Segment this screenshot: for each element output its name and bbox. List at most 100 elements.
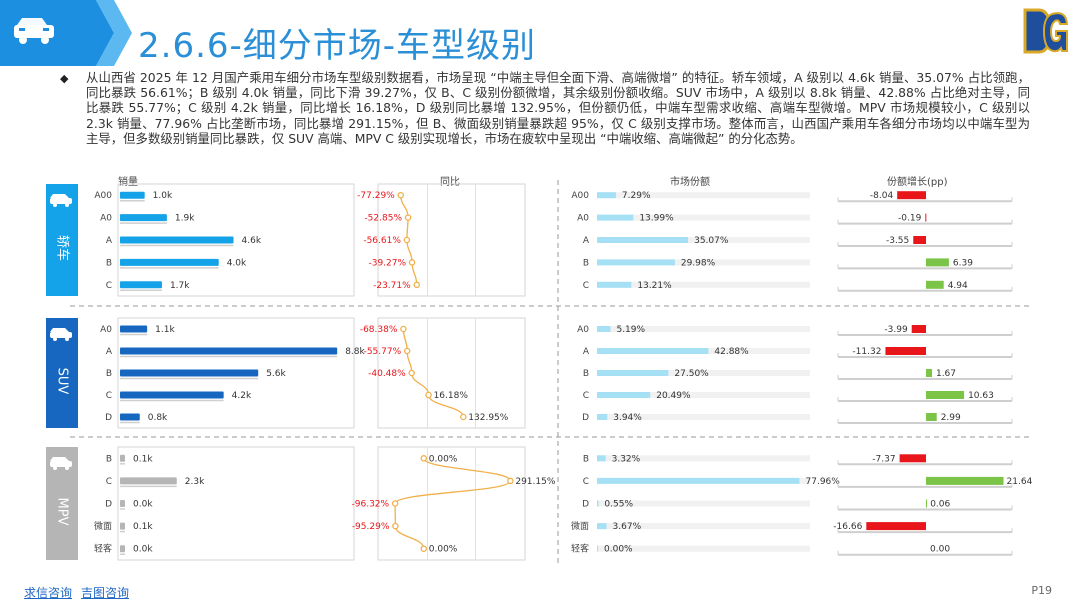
yoy-point	[507, 477, 514, 485]
share-bar	[597, 214, 634, 221]
share-category-label: D	[582, 413, 589, 423]
yoy-point	[460, 413, 467, 421]
sales-value-label: 4.0k	[227, 258, 247, 268]
share-growth-label: -7.37	[872, 454, 895, 464]
share-category-label: C	[583, 477, 589, 487]
share-growth-bar	[866, 522, 926, 531]
share-growth-label: 4.94	[948, 281, 968, 291]
share-growth-label: 2.99	[941, 413, 961, 423]
share-category-label: 轻客	[571, 543, 589, 555]
yoy-value-label: -96.32%	[352, 500, 390, 510]
sales-value-label: 2.3k	[185, 477, 205, 487]
share-category-label: 微面	[571, 520, 589, 532]
footer-link-jitu[interactable]: 吉图咨询	[81, 586, 130, 600]
segment-car-icon	[50, 457, 72, 470]
sales-value-label: 1.0k	[153, 191, 173, 201]
sales-category-label: A	[106, 347, 113, 357]
share-growth-bar	[926, 413, 937, 421]
sales-value-label: 1.9k	[175, 214, 195, 224]
sales-bar	[120, 258, 219, 266]
share-category-label: D	[582, 500, 589, 510]
sales-value-label: 0.0k	[133, 545, 153, 555]
yoy-value-label: -52.85%	[364, 214, 402, 224]
yoy-point	[408, 259, 416, 266]
share-bar	[597, 281, 632, 288]
share-bar	[597, 348, 709, 354]
yoy-point	[408, 369, 415, 377]
share-value-label: 3.94%	[613, 413, 642, 423]
sales-category-label: 微面	[94, 520, 112, 532]
share-bar-track	[597, 455, 810, 462]
share-bar	[597, 326, 611, 332]
share-value-label: 0.55%	[604, 500, 633, 510]
share-growth-bar	[926, 499, 927, 508]
segment-car-icon	[50, 194, 72, 207]
share-bar	[597, 523, 607, 530]
yoy-line	[394, 457, 512, 549]
yoy-value-label: -23.71%	[373, 281, 411, 291]
share-category-label: B	[583, 369, 589, 379]
share-growth-label: -11.32	[852, 347, 881, 357]
share-bar-track	[597, 259, 810, 266]
share-bar	[597, 414, 608, 420]
yoy-point	[425, 391, 432, 399]
share-bar	[597, 392, 651, 398]
share-category-label: B	[583, 454, 589, 464]
share-growth-label: -3.55	[886, 236, 909, 246]
sales-value-label: 5.6k	[266, 369, 286, 379]
share-growth-bar	[913, 236, 926, 244]
yoy-point	[404, 214, 412, 221]
sales-bar	[120, 369, 259, 377]
sales-value-label: 0.1k	[133, 454, 153, 464]
sales-panel-frame	[117, 183, 355, 297]
footer-link-qiuxin[interactable]: 求信咨询	[24, 586, 73, 600]
yoy-panel-frame	[377, 183, 526, 297]
share-growth-bar	[885, 347, 926, 355]
sales-column-title: 销量	[118, 177, 138, 188]
share-growth-label: -8.04	[870, 191, 894, 201]
share-growth-bar	[926, 369, 932, 377]
yoy-point	[392, 522, 399, 530]
sales-value-label: 8.8k	[345, 347, 365, 357]
share-bar	[597, 500, 599, 507]
car-icon	[14, 18, 54, 44]
share-value-label: 42.88%	[714, 347, 749, 357]
sales-category-label: C	[106, 391, 112, 401]
share-bar-track	[597, 500, 810, 507]
sales-category-label: A	[106, 236, 113, 246]
share-bar	[597, 237, 689, 243]
share-growth-label: 6.39	[953, 258, 973, 268]
share-category-label: C	[583, 391, 589, 401]
sales-category-label: D	[105, 500, 112, 510]
share-category-label: A0	[577, 214, 589, 224]
page-title: 2.6.6-细分市场-车型级别	[138, 26, 537, 66]
share-category-label: C	[583, 281, 589, 291]
sales-value-label: 1.1k	[155, 325, 175, 335]
yoy-point	[420, 455, 427, 462]
sales-value-label: 0.1k	[133, 522, 153, 532]
share-growth-bar	[926, 258, 949, 267]
sales-value-label: 0.8k	[148, 413, 168, 423]
share-bar	[597, 370, 669, 376]
header-bar	[0, 0, 132, 66]
share-growth-label: 1.67	[936, 369, 956, 379]
share-growth-bar	[926, 280, 944, 289]
share-category-label: A	[583, 347, 590, 357]
yoy-value-label: -40.48%	[368, 369, 406, 379]
yoy-point	[403, 347, 411, 355]
sales-bar	[120, 214, 167, 222]
yoy-value-label: 16.18%	[434, 391, 469, 401]
share-value-label: 20.49%	[656, 391, 691, 401]
sales-bar	[120, 454, 125, 462]
sales-bar	[120, 191, 145, 199]
share-bar	[597, 455, 606, 462]
sales-value-label: 0.0k	[133, 500, 153, 510]
share-value-label: 7.29%	[622, 191, 651, 201]
sales-bar	[120, 236, 234, 244]
yoy-panel-frame	[377, 446, 526, 561]
share-growth-label: 10.63	[968, 391, 994, 401]
share-column-title: 市场份额	[670, 177, 710, 188]
share-category-label: A00	[571, 191, 589, 201]
sales-bar	[120, 347, 338, 355]
sales-category-label: D	[105, 413, 112, 423]
